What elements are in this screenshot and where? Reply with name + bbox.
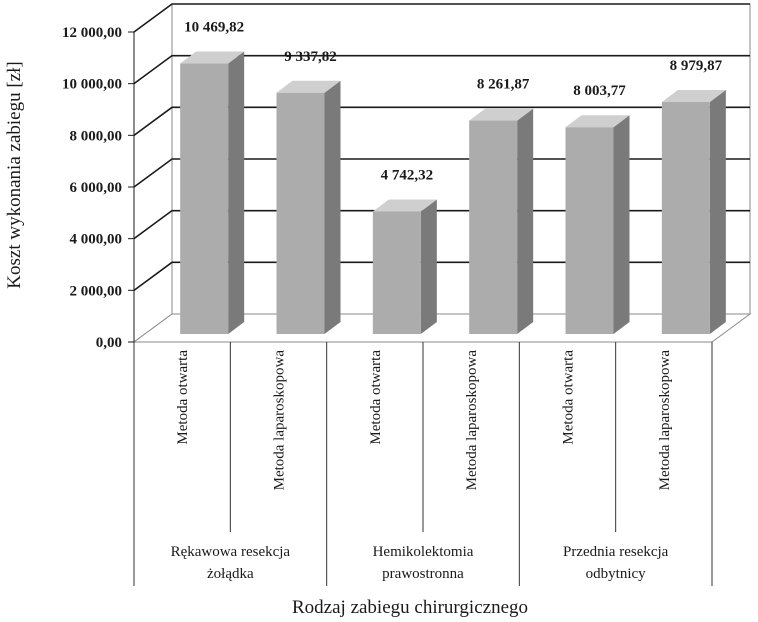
x-group-label: prawostronna [382, 566, 464, 582]
y-tick-label: 10 000,00 [62, 77, 122, 93]
bar [180, 63, 229, 334]
bar-top [372, 199, 437, 212]
gridline [133, 3, 750, 33]
y-tick-label: 2 000,00 [70, 283, 123, 299]
bar-top [180, 51, 245, 64]
bar [565, 127, 614, 335]
data-label: 9 337,82 [284, 49, 337, 65]
bar-top [276, 80, 341, 93]
data-label: 4 742,32 [381, 167, 434, 183]
bars [180, 51, 726, 335]
x-category-label: Metoda laparoskopowa [464, 350, 480, 491]
x-axis-title: Rodzaj zabiegu chirurgicznego [292, 597, 528, 618]
x-category-label: Metoda laparoskopowa [272, 350, 288, 491]
x-group-label: Rękawowa resekcja [171, 544, 291, 560]
bar-side [324, 80, 341, 334]
x-group-label: Hemikolektomia [373, 544, 474, 560]
x-category-label: Metoda otwarta [368, 350, 384, 445]
y-tick-label: 4 000,00 [70, 232, 123, 248]
bar-side [420, 199, 437, 334]
bar-side [709, 90, 726, 335]
x-axis-table: Metoda otwarta Metoda laparoskopowa Metoda… [133, 342, 713, 586]
data-labels: 10 469,82 9 337,82 4 742,32 8 261,87 8 003,7… [184, 20, 722, 184]
bar-top [565, 115, 630, 128]
bar [372, 211, 421, 334]
gridline [133, 261, 750, 291]
x-category-label: Metoda otwarta [561, 350, 577, 445]
x-group-label: Przednia resekcja [563, 544, 669, 560]
y-axis-title: Koszt wykonania zabiegu [zł] [4, 61, 25, 288]
data-label: 10 469,82 [184, 20, 244, 36]
bar-top [469, 108, 534, 121]
gridlines [133, 3, 750, 291]
bar [469, 120, 518, 334]
gridline [133, 209, 750, 240]
x-category-label: Metoda otwarta [175, 350, 191, 445]
gridline [133, 106, 750, 136]
y-tick-label: 6 000,00 [70, 180, 123, 196]
bar-side [228, 51, 245, 334]
x-category-label: Metoda laparoskopowa [657, 350, 673, 491]
data-label: 8 003,77 [573, 83, 626, 99]
x-group-label: żołądka [207, 566, 254, 582]
bar [276, 92, 325, 334]
y-tick-label: 8 000,00 [70, 128, 123, 144]
bar [661, 102, 710, 335]
gridline [133, 158, 750, 188]
bar-side [517, 108, 534, 334]
y-tick-label: 0,00 [96, 335, 122, 351]
bar-side [613, 115, 630, 335]
gridline [133, 54, 750, 85]
data-label: 8 261,87 [477, 77, 530, 93]
data-label: 8 979,87 [670, 58, 723, 74]
y-tick-label: 12 000,00 [62, 25, 122, 41]
y-axis-ticks: 0,00 2 000,00 4 000,00 6 000,00 8 000,00 10 0… [62, 25, 135, 351]
bar-top [661, 90, 726, 103]
x-group-label: odbytnicy [586, 566, 646, 582]
